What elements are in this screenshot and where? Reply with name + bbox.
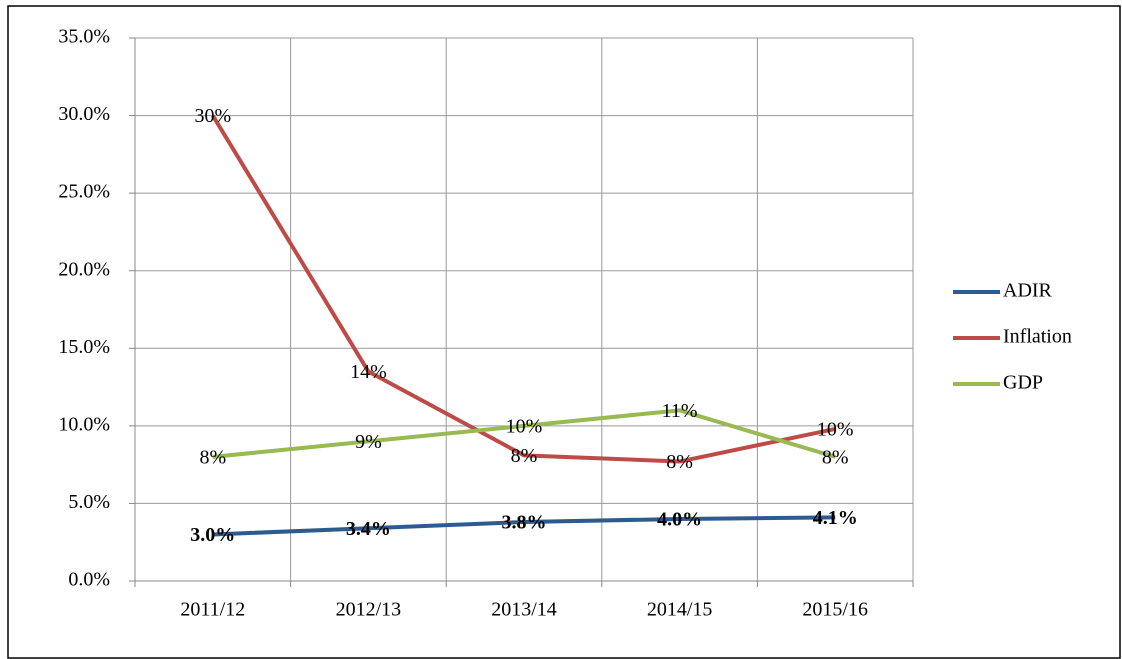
data-label: 10% bbox=[506, 415, 543, 437]
data-label: 4.1% bbox=[813, 507, 858, 529]
y-tick-label: 5.0% bbox=[68, 491, 110, 513]
x-tick-label: 2013/14 bbox=[491, 599, 557, 621]
x-tick-label: 2015/16 bbox=[802, 599, 868, 621]
x-tick-label: 2012/13 bbox=[336, 599, 402, 621]
x-tick-label: 2014/15 bbox=[647, 599, 713, 621]
data-label: 3.8% bbox=[502, 512, 547, 534]
y-tick-label: 15.0% bbox=[58, 336, 110, 358]
y-tick-label: 20.0% bbox=[58, 258, 110, 280]
series-line bbox=[212, 515, 836, 537]
data-label: 4.0% bbox=[657, 509, 702, 531]
data-label: 10% bbox=[817, 419, 854, 441]
x-tick-label: 2011/12 bbox=[180, 599, 245, 621]
data-label: 30% bbox=[194, 105, 231, 127]
data-label: 3.0% bbox=[190, 524, 235, 546]
data-label: 8% bbox=[511, 445, 538, 467]
data-label: 11% bbox=[662, 400, 698, 422]
series-line bbox=[212, 408, 836, 459]
series-line bbox=[211, 114, 836, 464]
y-tick-label: 30.0% bbox=[58, 103, 110, 125]
data-label: 8% bbox=[822, 446, 849, 468]
y-tick-label: 35.0% bbox=[58, 26, 110, 48]
data-label: 8% bbox=[199, 446, 226, 468]
legend-label: GDP bbox=[1003, 372, 1043, 394]
data-label: 14% bbox=[350, 361, 387, 383]
data-label: 3.4% bbox=[346, 518, 391, 540]
y-tick-label: 25.0% bbox=[58, 181, 110, 203]
chart-frame bbox=[7, 5, 1121, 659]
y-tick-label: 0.0% bbox=[68, 569, 110, 591]
legend-label: Inflation bbox=[1003, 326, 1072, 348]
legend-label: ADIR bbox=[1003, 280, 1053, 302]
data-label: 8% bbox=[666, 451, 693, 473]
data-label: 9% bbox=[355, 431, 382, 453]
y-tick-label: 10.0% bbox=[58, 413, 110, 435]
